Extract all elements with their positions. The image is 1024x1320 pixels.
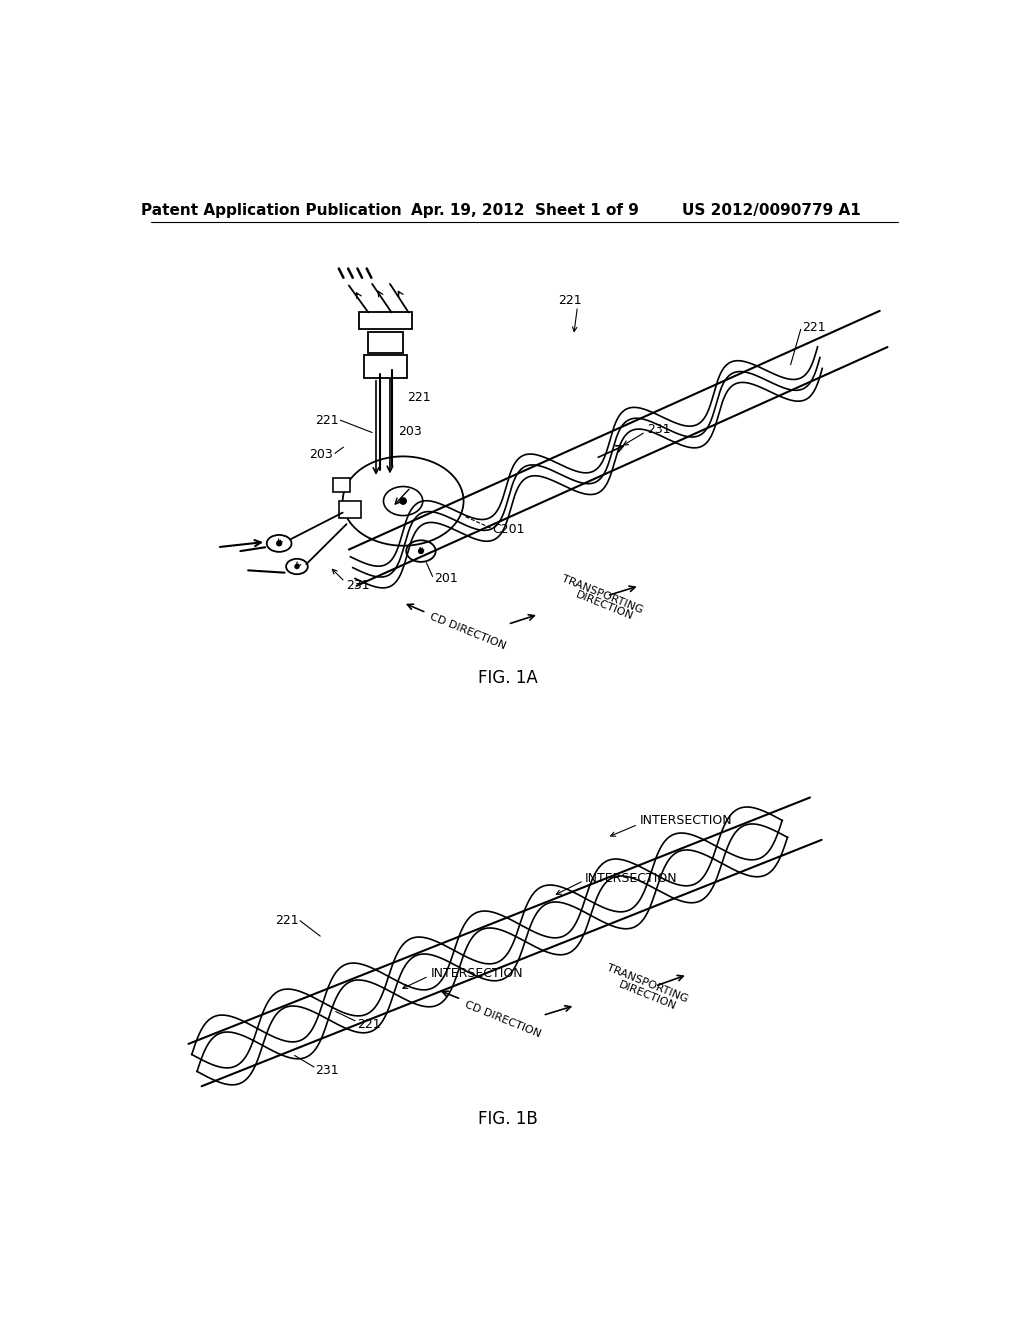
Text: TRANSPORTING: TRANSPORTING bbox=[605, 962, 689, 1005]
Text: 231: 231 bbox=[647, 422, 671, 436]
Text: 201: 201 bbox=[434, 572, 458, 585]
Text: 231: 231 bbox=[315, 1064, 339, 1077]
Text: CD DIRECTION: CD DIRECTION bbox=[428, 612, 507, 652]
Text: INTERSECTION: INTERSECTION bbox=[430, 966, 523, 979]
Text: 203: 203 bbox=[397, 425, 422, 438]
Text: 203: 203 bbox=[309, 449, 334, 462]
Text: INTERSECTION: INTERSECTION bbox=[640, 814, 732, 828]
Text: 221: 221 bbox=[274, 915, 299, 927]
Text: Apr. 19, 2012  Sheet 1 of 9: Apr. 19, 2012 Sheet 1 of 9 bbox=[411, 203, 639, 218]
Circle shape bbox=[294, 564, 300, 569]
Text: INTERSECTION: INTERSECTION bbox=[586, 871, 678, 884]
Text: TRANSPORTING: TRANSPORTING bbox=[560, 573, 644, 615]
Bar bbox=[369, 331, 403, 354]
Text: FIG. 1B: FIG. 1B bbox=[478, 1110, 538, 1129]
Text: 221: 221 bbox=[802, 321, 826, 334]
Bar bbox=[359, 313, 412, 330]
Bar bbox=[365, 355, 407, 378]
Text: DIRECTION: DIRECTION bbox=[617, 979, 678, 1011]
Circle shape bbox=[399, 498, 407, 506]
Text: 221: 221 bbox=[558, 294, 582, 308]
Circle shape bbox=[418, 548, 424, 554]
Text: 231: 231 bbox=[346, 579, 370, 593]
Text: US 2012/0090779 A1: US 2012/0090779 A1 bbox=[682, 203, 860, 218]
Bar bbox=[339, 502, 360, 517]
Circle shape bbox=[276, 540, 283, 546]
Text: C201: C201 bbox=[493, 523, 524, 536]
Text: 221: 221 bbox=[407, 391, 431, 404]
Text: 221: 221 bbox=[315, 413, 339, 426]
Text: 221: 221 bbox=[356, 1018, 380, 1031]
Text: CD DIRECTION: CD DIRECTION bbox=[463, 999, 543, 1039]
Text: FIG. 1A: FIG. 1A bbox=[478, 669, 538, 688]
Bar bbox=[334, 478, 350, 492]
Text: Patent Application Publication: Patent Application Publication bbox=[141, 203, 401, 218]
Text: DIRECTION: DIRECTION bbox=[574, 590, 635, 622]
